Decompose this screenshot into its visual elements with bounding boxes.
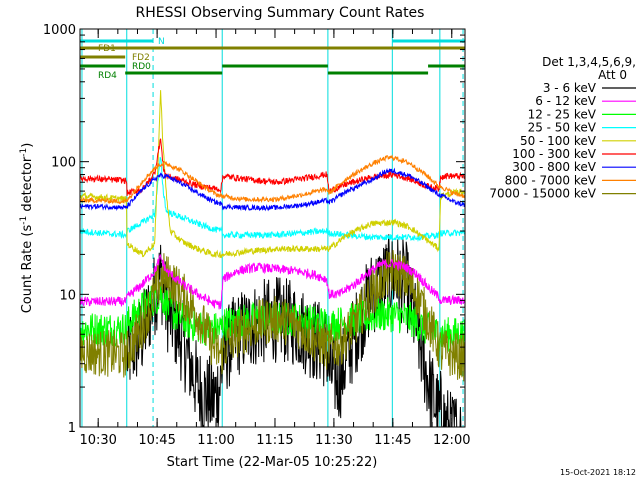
x-tick-label: 10:45 [138, 433, 175, 448]
legend-title-line-2: Att 0 [598, 68, 627, 82]
x-tick-label: 11:45 [374, 433, 411, 448]
status-bar-label: FD2 [132, 53, 150, 63]
y-tick-label: 10 [59, 288, 76, 303]
legend-entry-label: 12 - 25 keV [528, 107, 597, 121]
status-bar-label: N [158, 37, 165, 47]
series-line [80, 154, 466, 205]
legend-entry-label: 800 - 7000 keV [505, 173, 597, 187]
legend-entry-label: 300 - 800 keV [512, 160, 596, 174]
y-axis-label-part: Count Rate (s [20, 225, 35, 314]
series-line [79, 167, 466, 212]
legend-entry-label: 6 - 12 keV [535, 94, 597, 108]
x-tick-label: 10:30 [79, 433, 116, 448]
plot-frame [79, 28, 466, 428]
status-bar-label: FD1 [98, 44, 116, 54]
y-tick-label: 1 [68, 421, 76, 436]
legend-entry-label: 25 - 50 keV [528, 121, 597, 135]
legend-entry-label: 7000 - 15000 keV [489, 187, 596, 201]
y-axis-label-part: ) [20, 143, 35, 148]
x-axis: 10:30 10:45 11:00 11:15 11:30 11:45 12:00 [79, 29, 470, 448]
x-tick-label: 11:30 [315, 433, 352, 448]
legend-title-line-1: Det 1,3,4,5,6,9, [542, 55, 636, 69]
series-line [79, 138, 466, 197]
legend-entry-label: 100 - 300 keV [512, 147, 596, 161]
status-bar-label: RD0 [132, 62, 151, 72]
y-axis-label-superscript: -1 [19, 148, 29, 157]
chart-title: RHESSI Observing Summary Count Rates [136, 5, 425, 21]
y-axis-label: Count Rate (s-1 detector-1) [19, 143, 35, 314]
y-tick-label: 1000 [43, 23, 76, 38]
x-tick-label: 11:00 [197, 433, 234, 448]
plot-timestamp: 15-Oct-2021 18:12 [560, 468, 636, 477]
series-line [79, 254, 466, 310]
series-line [79, 156, 466, 243]
x-axis-label: Start Time (22-Mar-05 10:25:22) [167, 455, 378, 470]
data-series [79, 90, 466, 428]
series-line [79, 250, 466, 382]
series-line [79, 90, 466, 259]
y-axis-label-part: detector [20, 156, 35, 216]
x-tick-label: 12:00 [433, 433, 470, 448]
y-axis: 1 10 100 1000 [43, 23, 465, 436]
y-tick-label: 100 [51, 156, 76, 171]
x-tick-label: 11:15 [256, 433, 293, 448]
legend-entry-label: 3 - 6 keV [543, 81, 597, 95]
y-axis-label-superscript: -1 [19, 216, 29, 225]
legend-entry-label: 50 - 100 keV [520, 134, 597, 148]
status-bar-label: RD4 [98, 71, 117, 81]
